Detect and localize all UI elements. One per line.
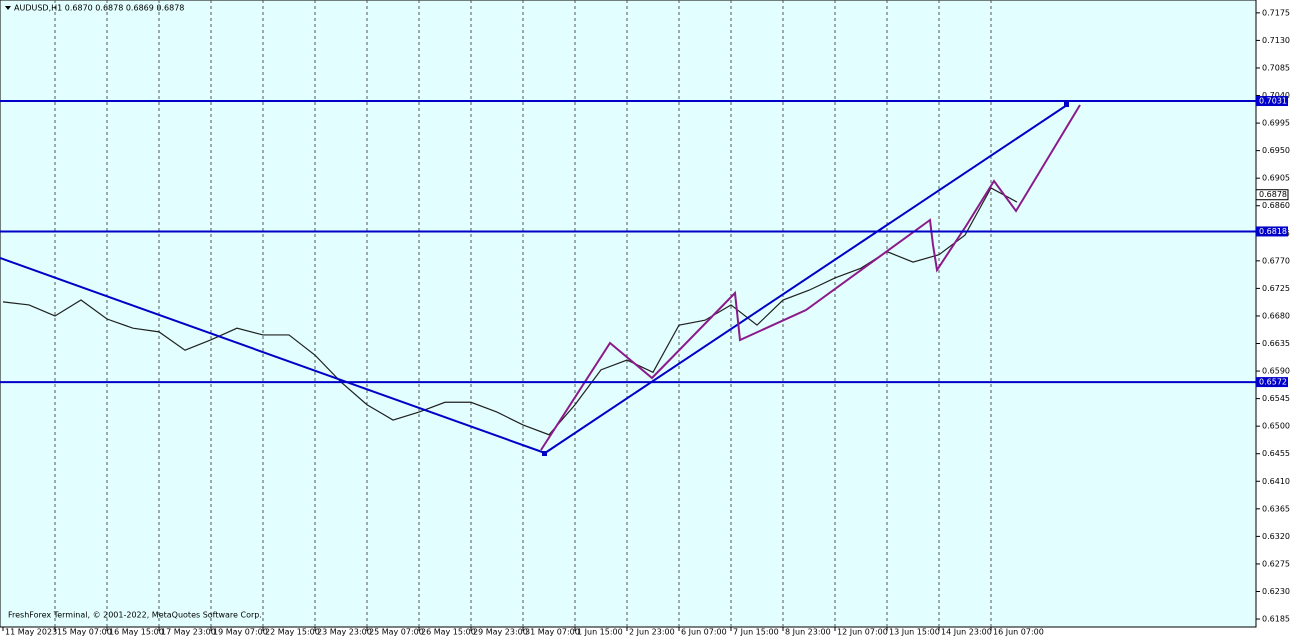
price-line bbox=[2, 187, 1018, 436]
zigzag bbox=[540, 104, 1081, 451]
trendline bbox=[544, 104, 1068, 454]
level-tag bbox=[1256, 226, 1288, 237]
x-tick-label: 23 May 23:00 bbox=[317, 628, 372, 637]
level-label: 0.6572 bbox=[1259, 378, 1287, 387]
x-tick-label: 15 May 07:00 bbox=[57, 628, 112, 637]
level-tag bbox=[1256, 377, 1288, 388]
y-tick-label: 0.6680 bbox=[1262, 311, 1290, 320]
y-tick-label: 0.6860 bbox=[1262, 201, 1290, 210]
y-tick-label: 0.6230 bbox=[1262, 587, 1290, 596]
level-tag bbox=[1256, 96, 1288, 107]
collapse-icon bbox=[5, 6, 11, 10]
anchor bbox=[1064, 102, 1069, 107]
y-tick-label: 0.6410 bbox=[1262, 477, 1290, 486]
price-label: 0.6878 bbox=[1259, 190, 1287, 199]
y-tick-label: 0.7085 bbox=[1262, 63, 1290, 72]
y-tick-label: 0.6545 bbox=[1262, 394, 1290, 403]
x-tick-label: 8 Jun 23:00 bbox=[785, 628, 831, 637]
x-tick-label: 16 May 15:00 bbox=[109, 628, 164, 637]
x-tick-label: 14 Jun 23:00 bbox=[941, 628, 992, 637]
x-tick-label: 31 May 07:00 bbox=[525, 628, 580, 637]
x-tick-label: 6 Jun 07:00 bbox=[681, 628, 727, 637]
trendline bbox=[0, 257, 546, 454]
x-tick-label: 12 Jun 07:00 bbox=[837, 628, 888, 637]
x-tick-label: 2 Jun 23:00 bbox=[629, 628, 675, 637]
x-tick-label: 17 May 23:00 bbox=[161, 628, 216, 637]
footer: FreshForex Terminal, © 2001-2022, MetaQu… bbox=[8, 611, 262, 620]
y-tick-label: 0.6950 bbox=[1262, 146, 1290, 155]
y-tick-label: 0.6275 bbox=[1262, 559, 1290, 568]
y-tick-label: 0.6365 bbox=[1262, 504, 1290, 513]
level-label: 0.7031 bbox=[1259, 97, 1287, 106]
y-tick-label: 0.6590 bbox=[1262, 367, 1290, 376]
x-tick-label: 1 Jun 15:00 bbox=[577, 628, 623, 637]
level-label: 0.6818 bbox=[1259, 227, 1287, 236]
x-tick-label: 16 Jun 07:00 bbox=[993, 628, 1044, 637]
x-tick-label: 7 Jun 15:00 bbox=[733, 628, 779, 637]
y-tick-label: 0.7040 bbox=[1262, 91, 1290, 100]
plot-area bbox=[0, 0, 1257, 628]
marks-layer bbox=[2, 187, 1018, 436]
x-tick-label: 19 May 07:00 bbox=[213, 628, 268, 637]
y-tick-label: 0.7175 bbox=[1262, 8, 1290, 17]
x-tick-label: 26 May 15:00 bbox=[421, 628, 476, 637]
x-tick-label: 25 May 07:00 bbox=[369, 628, 424, 637]
y-tick-label: 0.6770 bbox=[1262, 256, 1290, 265]
y-tick-label: 0.6185 bbox=[1262, 615, 1290, 624]
y-tick-label: 0.6725 bbox=[1262, 284, 1290, 293]
x-tick-label: 13 Jun 15:00 bbox=[889, 628, 940, 637]
y-tick-label: 0.6455 bbox=[1262, 449, 1290, 458]
y-tick-label: 0.6905 bbox=[1262, 174, 1290, 183]
x-tick-label: 29 May 23:00 bbox=[473, 628, 528, 637]
y-tick-label: 0.6320 bbox=[1262, 532, 1290, 541]
y-tick-label: 0.6500 bbox=[1262, 422, 1290, 431]
chart-title: AUDUSD,H1 0.6870 0.6878 0.6869 0.6878 bbox=[14, 4, 184, 13]
price-tag bbox=[1255, 189, 1289, 201]
grid-layer bbox=[54, 0, 992, 627]
x-tick-label: 22 May 15:00 bbox=[265, 628, 320, 637]
y-tick-label: 0.7130 bbox=[1262, 36, 1290, 45]
anchor bbox=[542, 451, 547, 456]
y-tick-label: 0.6995 bbox=[1262, 119, 1290, 128]
y-tick-label: 0.6635 bbox=[1262, 339, 1290, 348]
x-tick-label: 11 May 2023 bbox=[5, 628, 57, 637]
